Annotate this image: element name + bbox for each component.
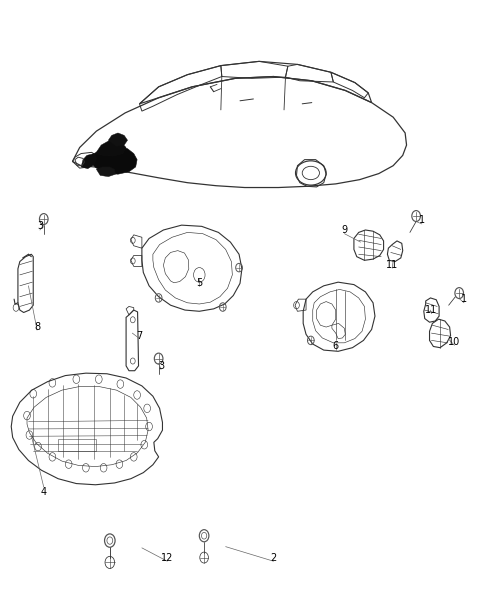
Polygon shape	[96, 167, 116, 176]
Polygon shape	[108, 133, 128, 147]
Polygon shape	[81, 154, 96, 169]
Text: 9: 9	[341, 225, 348, 235]
Text: 7: 7	[136, 331, 143, 340]
Text: 8: 8	[34, 322, 40, 332]
Polygon shape	[96, 140, 126, 156]
Text: 1: 1	[461, 294, 467, 304]
Text: 1: 1	[419, 215, 425, 226]
Text: 4: 4	[41, 487, 47, 497]
Text: 3: 3	[37, 221, 43, 232]
Text: 6: 6	[333, 342, 339, 351]
Text: 3: 3	[158, 361, 164, 371]
Text: 10: 10	[448, 337, 460, 347]
Text: 11: 11	[425, 305, 438, 315]
Text: 2: 2	[270, 553, 276, 562]
Polygon shape	[89, 147, 137, 174]
Text: 11: 11	[386, 260, 398, 269]
Text: 12: 12	[161, 553, 173, 562]
Text: 5: 5	[196, 278, 203, 288]
